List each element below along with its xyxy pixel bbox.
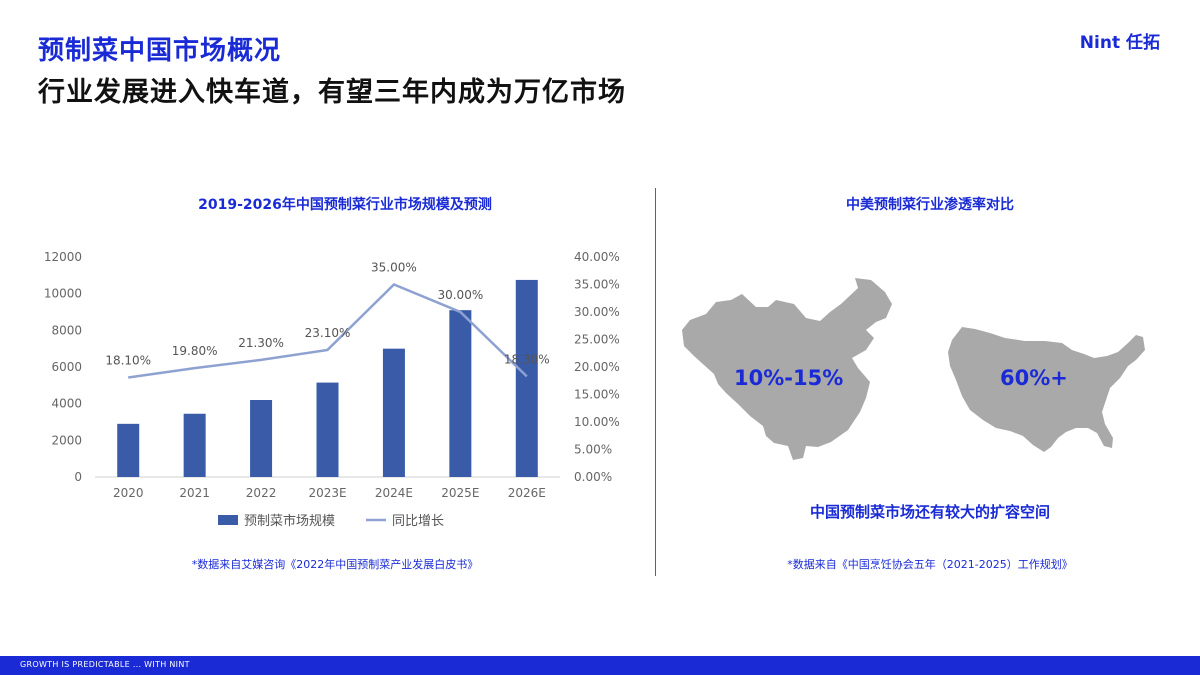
- y-tick-label: 12000: [44, 250, 82, 264]
- usa-map: [948, 327, 1145, 452]
- x-tick-label: 2022: [246, 486, 277, 500]
- y2-tick-label: 30.00%: [574, 305, 620, 319]
- x-tick-label: 2021: [179, 486, 210, 500]
- comparison-source-note: *数据来自《中国烹饪协会五年（2021-2025）工作规划》: [787, 558, 1073, 571]
- bar: [515, 279, 538, 477]
- legend-label-bar: 预制菜市场规模: [244, 513, 335, 529]
- brand-logo: Nint 任拓: [1079, 33, 1160, 53]
- section-divider: [655, 188, 656, 576]
- data-label: 21.30%: [238, 336, 284, 350]
- x-tick-label: 2020: [113, 486, 144, 500]
- y2-tick-label: 25.00%: [574, 333, 620, 347]
- x-tick-label: 2023E: [308, 486, 346, 500]
- y2-tick-label: 40.00%: [574, 250, 620, 264]
- page-title: 预制菜中国市场概况: [38, 36, 282, 66]
- usa-penetration-rate: 60%+: [1000, 366, 1068, 390]
- y2-tick-label: 20.00%: [574, 360, 620, 374]
- y-tick-label: 2000: [51, 433, 82, 447]
- y-tick-label: 4000: [51, 397, 82, 411]
- china-map: [682, 278, 892, 460]
- x-tick-label: 2026E: [508, 486, 546, 500]
- y-tick-label: 8000: [51, 323, 82, 337]
- bar: [382, 348, 405, 477]
- data-label: 30.00%: [437, 288, 483, 302]
- y2-tick-label: 35.00%: [574, 278, 620, 292]
- data-label: 18.30%: [504, 352, 550, 366]
- footer-tagline: GROWTH IS PREDICTABLE ... WITH NINT: [20, 660, 190, 669]
- x-tick-label: 2024E: [375, 486, 413, 500]
- legend-swatch-bar: [218, 515, 238, 525]
- y-tick-label: 6000: [51, 360, 82, 374]
- y2-tick-label: 5.00%: [574, 443, 612, 457]
- bar: [183, 413, 206, 477]
- china-penetration-rate: 10%-15%: [734, 366, 844, 390]
- bar: [449, 310, 472, 477]
- comparison-conclusion: 中国预制菜市场还有较大的扩容空间: [809, 503, 1050, 521]
- bar: [250, 400, 273, 477]
- bar: [316, 382, 339, 477]
- y2-tick-label: 0.00%: [574, 470, 612, 484]
- y-tick-label: 0: [74, 470, 82, 484]
- comparison-title: 中美预制菜行业渗透率对比: [846, 197, 1014, 213]
- y2-tick-label: 10.00%: [574, 415, 620, 429]
- growth-line: [128, 283, 528, 379]
- data-label: 35.00%: [371, 261, 417, 275]
- data-label: 18.10%: [105, 353, 151, 367]
- market-size-chart: 0 2000 4000 6000 8000 10000 12000 0.00% 5.00% 10.…: [44, 250, 620, 529]
- y2-tick-label: 15.00%: [574, 388, 620, 402]
- chart-title: 2019-2026年中国预制菜行业市场规模及预测: [198, 197, 492, 213]
- legend-label-line: 同比增长: [392, 514, 444, 529]
- x-tick-label: 2025E: [441, 486, 479, 500]
- data-label: 23.10%: [305, 326, 351, 340]
- bar: [117, 423, 140, 477]
- y-tick-label: 10000: [44, 287, 82, 301]
- page-subtitle: 行业发展进入快车道，有望三年内成为万亿市场: [38, 77, 626, 108]
- chart-source-note: *数据来自艾媒咨询《2022年中国预制菜产业发展白皮书》: [191, 558, 479, 571]
- data-label: 19.80%: [172, 344, 218, 358]
- footer-bar: GROWTH IS PREDICTABLE ... WITH NINT: [0, 656, 1200, 675]
